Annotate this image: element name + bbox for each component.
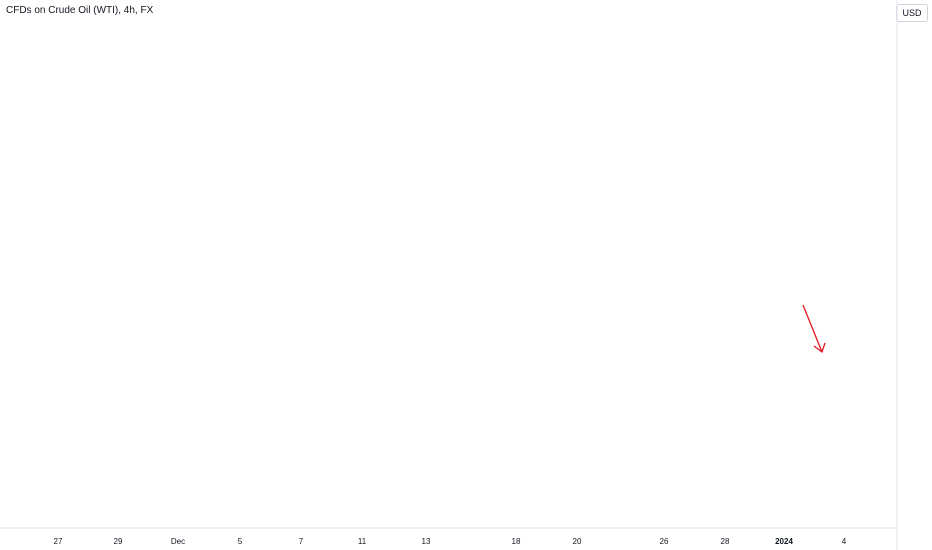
- x-tick-label: 13: [422, 537, 431, 546]
- projection-arrowhead: [813, 342, 826, 354]
- x-tick-label: 29: [114, 537, 123, 546]
- x-tick-label: 5: [238, 537, 243, 546]
- x-tick-label: 28: [721, 537, 730, 546]
- x-tick-label: 4: [842, 537, 847, 546]
- x-tick-label: 27: [54, 537, 63, 546]
- x-tick-label: 2024: [775, 537, 793, 546]
- x-tick-label: 26: [660, 537, 669, 546]
- x-tick-label: 20: [573, 537, 582, 546]
- chart-title: CFDs on Crude Oil (WTI), 4h, FX: [6, 5, 154, 16]
- x-tick-label: 7: [299, 537, 304, 546]
- x-tick-label: Dec: [171, 537, 185, 546]
- x-tick-label: 11: [358, 537, 367, 546]
- x-tick-label: 18: [512, 537, 521, 546]
- projection-arrow: [802, 304, 823, 353]
